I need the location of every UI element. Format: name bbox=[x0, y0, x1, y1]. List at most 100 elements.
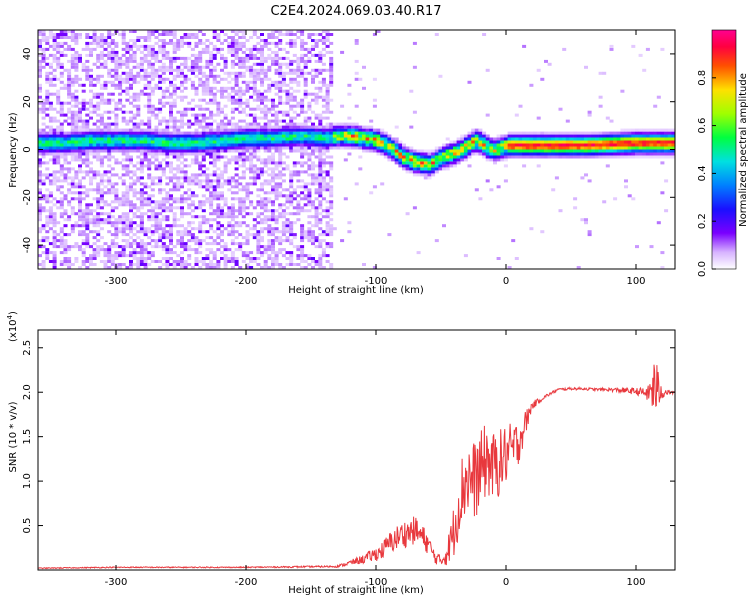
spectrogram-cell bbox=[110, 33, 115, 36]
spectrogram-cell bbox=[223, 65, 228, 69]
spectrogram-cell bbox=[183, 170, 188, 174]
spectrogram-cell bbox=[103, 65, 108, 69]
spectrogram-cell bbox=[536, 140, 541, 144]
spectrogram-cell bbox=[154, 107, 159, 111]
spectrogram-cell bbox=[307, 125, 312, 129]
spectrogram-cell bbox=[96, 200, 101, 204]
spectrogram-cell bbox=[198, 131, 203, 135]
spectrogram-cell bbox=[285, 83, 290, 87]
spectrogram-cell bbox=[616, 134, 621, 138]
spectrogram-cell bbox=[376, 134, 381, 138]
spectrogram-cell bbox=[125, 149, 130, 153]
spectrogram-cell bbox=[169, 236, 173, 240]
spectrogram-cell bbox=[263, 179, 268, 183]
spectrogram-cell bbox=[514, 134, 519, 138]
spectrogram-cell bbox=[485, 113, 490, 117]
spectrogram-cell bbox=[605, 143, 610, 147]
spectrogram-cell bbox=[96, 59, 101, 63]
spectrogram-cell bbox=[613, 140, 618, 144]
spectrogram-cell bbox=[129, 30, 133, 33]
spectrogram-cell bbox=[278, 30, 283, 33]
spectrogram-cell bbox=[220, 77, 224, 81]
spectrogram-cell bbox=[536, 152, 541, 156]
spectrogram-cell bbox=[38, 254, 42, 258]
spectrogram-cell bbox=[329, 179, 334, 183]
spectrogram-cell bbox=[110, 185, 115, 189]
spectrogram-cell bbox=[496, 152, 501, 156]
spectrogram-cell bbox=[205, 83, 210, 87]
spectrogram-cell bbox=[664, 131, 669, 135]
spectrogram-cell bbox=[474, 143, 479, 147]
spectrogram-cell bbox=[154, 134, 159, 138]
spectrogram-cell bbox=[325, 140, 330, 144]
spectrogram-cell bbox=[110, 50, 115, 54]
spectrogram-cell bbox=[59, 203, 64, 207]
snr-y-tick-label: 2.0 bbox=[22, 384, 33, 400]
spectrogram-cell bbox=[81, 131, 86, 135]
spectrogram-cell bbox=[161, 116, 166, 120]
spectrogram-cell bbox=[118, 86, 123, 90]
spectrogram-cell bbox=[161, 39, 166, 42]
spectrogram-cell bbox=[307, 36, 312, 39]
spectrogram-cell bbox=[59, 167, 64, 171]
spectrogram-cell bbox=[278, 146, 283, 150]
spectrogram-cell bbox=[303, 137, 308, 141]
spectrogram-cell bbox=[158, 176, 163, 180]
spectrogram-cell bbox=[507, 146, 512, 150]
spectrogram-cell bbox=[114, 233, 119, 237]
spectrogram-cell bbox=[249, 128, 254, 132]
spectrogram-cell bbox=[129, 86, 133, 90]
spectrogram-cell bbox=[307, 56, 312, 60]
spectrogram-cell bbox=[260, 101, 264, 105]
spectrogram-cell bbox=[205, 77, 210, 81]
spectrogram-cell bbox=[314, 245, 319, 249]
spectrogram-cell bbox=[238, 155, 243, 159]
spectrogram-cell bbox=[136, 125, 141, 129]
spectrogram-cell bbox=[307, 101, 312, 105]
spectrogram-cell bbox=[569, 143, 574, 147]
spectrogram-cell bbox=[278, 251, 283, 255]
spectrogram-cell bbox=[442, 146, 446, 150]
spectrogram-cell bbox=[405, 167, 410, 171]
spectrogram-cell bbox=[369, 140, 374, 144]
spectrogram-cell bbox=[67, 149, 72, 153]
spectrogram-cell bbox=[274, 113, 279, 117]
spectrogram-cell bbox=[503, 146, 508, 150]
spectrogram-cell bbox=[139, 191, 144, 195]
spectrogram-cell bbox=[96, 233, 101, 237]
spectrogram-cell bbox=[212, 36, 217, 39]
spectrogram-cell bbox=[165, 50, 170, 54]
spectrogram-cell bbox=[289, 230, 294, 234]
spectrogram-cell bbox=[201, 86, 206, 90]
spectrogram-cell bbox=[234, 74, 239, 78]
spectrogram-cell bbox=[249, 86, 254, 90]
spectrogram-cell bbox=[307, 47, 312, 51]
spectrogram-cell bbox=[41, 155, 46, 159]
spectrogram-cell bbox=[48, 206, 53, 210]
spectrogram-cell bbox=[158, 140, 163, 144]
spectrogram-cell bbox=[260, 218, 264, 222]
spectrogram-cell bbox=[216, 39, 221, 42]
spectrogram-cell bbox=[187, 41, 192, 45]
spectrogram-cell bbox=[558, 209, 563, 213]
spectrogram-cell bbox=[238, 110, 243, 114]
spectrogram-cell bbox=[281, 101, 286, 105]
spectrogram-cell bbox=[70, 128, 75, 132]
spectrogram-cell bbox=[256, 257, 261, 260]
spectrogram-cell bbox=[362, 149, 366, 153]
spectrogram-cell bbox=[216, 50, 221, 54]
spectrogram-cell bbox=[74, 113, 79, 117]
spectrogram-cell bbox=[85, 227, 90, 231]
spectrogram-cell bbox=[220, 53, 224, 57]
spectrogram-cell bbox=[256, 77, 261, 81]
spectrogram-cell bbox=[267, 173, 272, 177]
spectrogram-cell bbox=[180, 137, 184, 141]
spectrogram-cell bbox=[533, 152, 537, 156]
spectrogram-cell bbox=[230, 218, 235, 222]
spectrogram-cell bbox=[598, 140, 603, 144]
spectrogram-cell bbox=[180, 152, 184, 156]
spectrogram-cell bbox=[325, 215, 330, 219]
spectrogram-cell bbox=[129, 266, 133, 269]
spectrogram-cell bbox=[136, 161, 141, 165]
spectrogram-cell bbox=[52, 56, 57, 60]
